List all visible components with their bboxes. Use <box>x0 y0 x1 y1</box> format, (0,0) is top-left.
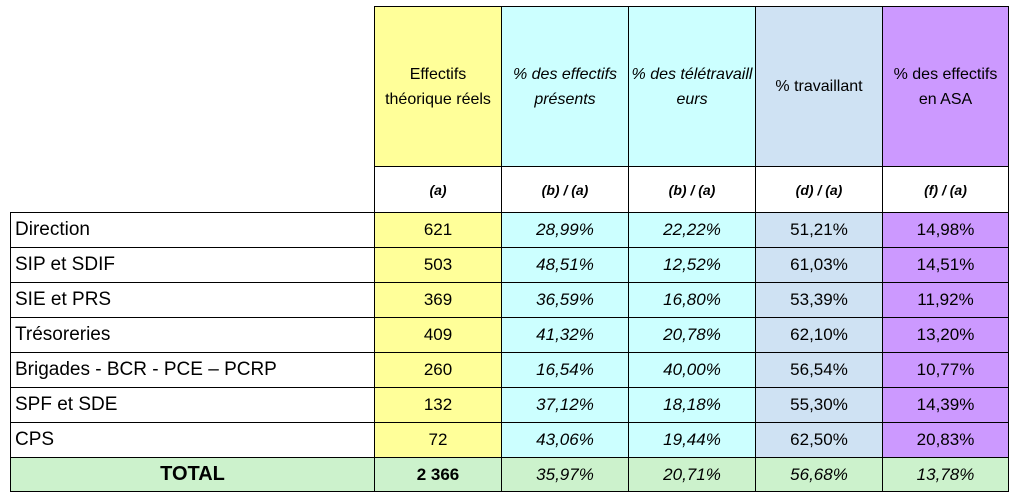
cell-travaillant: 62,50% <box>755 422 883 458</box>
table-row: Trésoreries 409 41,32% 20,78% 62,10% 13,20% <box>10 317 1009 353</box>
cell-presents: 37,12% <box>501 387 629 423</box>
header-row: Effectifs théorique réels % des effectif… <box>10 6 1009 167</box>
cell-teletravailleurs: 22,22% <box>628 212 756 248</box>
total-row: TOTAL 2 366 35,97% 20,71% 56,68% 13,78% <box>10 457 1009 492</box>
cell-effectifs: 132 <box>374 387 502 423</box>
cell-travaillant: 55,30% <box>755 387 883 423</box>
subheader-presents: (b) / (a) <box>501 166 629 213</box>
cell-presents: 43,06% <box>501 422 629 458</box>
subheader-asa: (f) / (a) <box>882 166 1009 213</box>
total-effectifs: 2 366 <box>374 457 502 492</box>
table-row: CPS 72 43,06% 19,44% 62,50% 20,83% <box>10 422 1009 458</box>
row-label: SPF et SDE <box>10 387 375 423</box>
row-label: CPS <box>10 422 375 458</box>
cell-travaillant: 56,54% <box>755 352 883 388</box>
cell-asa: 11,92% <box>882 282 1009 318</box>
cell-effectifs: 260 <box>374 352 502 388</box>
cell-presents: 16,54% <box>501 352 629 388</box>
cell-teletravailleurs: 40,00% <box>628 352 756 388</box>
cell-effectifs: 621 <box>374 212 502 248</box>
cell-travaillant: 61,03% <box>755 247 883 283</box>
cell-effectifs: 369 <box>374 282 502 318</box>
cell-asa: 20,83% <box>882 422 1009 458</box>
row-label: Trésoreries <box>10 317 375 353</box>
total-presents: 35,97% <box>501 457 629 492</box>
row-label: Brigades - BCR - PCE – PCRP <box>10 352 375 388</box>
cell-travaillant: 62,10% <box>755 317 883 353</box>
cell-teletravailleurs: 16,80% <box>628 282 756 318</box>
header-teletravailleurs: % des télétravailleurs <box>628 6 756 167</box>
cell-asa: 14,51% <box>882 247 1009 283</box>
empty-corner-cell <box>10 166 375 213</box>
subheader-teletravailleurs: (b) / (a) <box>628 166 756 213</box>
row-label: Direction <box>10 212 375 248</box>
cell-effectifs: 72 <box>374 422 502 458</box>
cell-presents: 48,51% <box>501 247 629 283</box>
total-teletravailleurs: 20,71% <box>628 457 756 492</box>
cell-asa: 10,77% <box>882 352 1009 388</box>
table-row: SIE et PRS 369 36,59% 16,80% 53,39% 11,92% <box>10 282 1009 318</box>
table-row: SIP et SDIF 503 48,51% 12,52% 61,03% 14,51% <box>10 247 1009 283</box>
cell-asa: 14,39% <box>882 387 1009 423</box>
table-row: SPF et SDE 132 37,12% 18,18% 55,30% 14,39% <box>10 387 1009 423</box>
cell-presents: 36,59% <box>501 282 629 318</box>
table-row: Brigades - BCR - PCE – PCRP 260 16,54% 40,0… <box>10 352 1009 388</box>
table-row: Direction 621 28,99% 22,22% 51,21% 14,98% <box>10 212 1009 248</box>
cell-teletravailleurs: 19,44% <box>628 422 756 458</box>
row-label: SIE et PRS <box>10 282 375 318</box>
cell-asa: 13,20% <box>882 317 1009 353</box>
cell-presents: 28,99% <box>501 212 629 248</box>
cell-travaillant: 53,39% <box>755 282 883 318</box>
header-travaillant: % travaillant <box>755 6 883 167</box>
total-asa: 13,78% <box>882 457 1009 492</box>
cell-teletravailleurs: 18,18% <box>628 387 756 423</box>
cell-teletravailleurs: 12,52% <box>628 247 756 283</box>
cell-teletravailleurs: 20,78% <box>628 317 756 353</box>
subheader-effectifs: (a) <box>374 166 502 213</box>
cell-effectifs: 409 <box>374 317 502 353</box>
subheader-travaillant: (d) / (a) <box>755 166 883 213</box>
row-label: SIP et SDIF <box>10 247 375 283</box>
header-asa: % des effectifs en ASA <box>882 6 1009 167</box>
header-presents: % des effectifs présents <box>501 6 629 167</box>
header-effectifs: Effectifs théorique réels <box>374 6 502 167</box>
subheader-row: (a) (b) / (a) (b) / (a) (d) / (a) (f) / … <box>10 166 1009 213</box>
cell-asa: 14,98% <box>882 212 1009 248</box>
empty-corner-cell <box>10 6 375 167</box>
cell-presents: 41,32% <box>501 317 629 353</box>
cell-travaillant: 51,21% <box>755 212 883 248</box>
effectifs-table: Effectifs théorique réels % des effectif… <box>10 6 1009 492</box>
total-travaillant: 56,68% <box>755 457 883 492</box>
total-label: TOTAL <box>10 457 375 492</box>
cell-effectifs: 503 <box>374 247 502 283</box>
